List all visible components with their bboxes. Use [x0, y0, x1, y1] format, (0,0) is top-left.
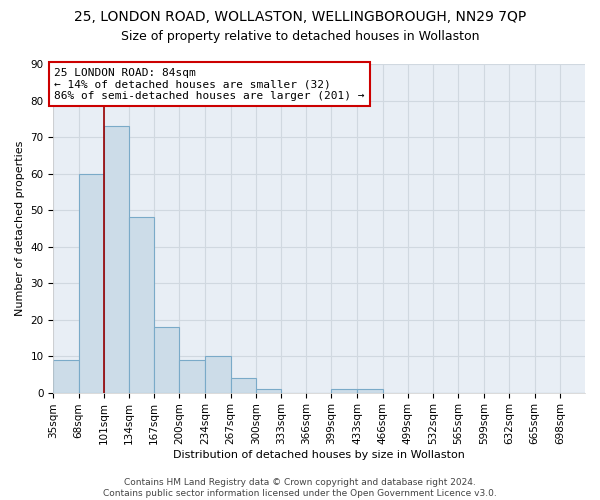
Y-axis label: Number of detached properties: Number of detached properties: [15, 140, 25, 316]
Text: Contains HM Land Registry data © Crown copyright and database right 2024.
Contai: Contains HM Land Registry data © Crown c…: [103, 478, 497, 498]
Bar: [331, 389, 358, 392]
Bar: [358, 389, 383, 392]
Bar: [179, 360, 205, 392]
Text: 25, LONDON ROAD, WOLLASTON, WELLINGBOROUGH, NN29 7QP: 25, LONDON ROAD, WOLLASTON, WELLINGBOROU…: [74, 10, 526, 24]
X-axis label: Distribution of detached houses by size in Wollaston: Distribution of detached houses by size …: [173, 450, 465, 460]
Bar: [129, 218, 154, 392]
Bar: [53, 360, 79, 392]
Bar: [79, 174, 104, 392]
Bar: [256, 389, 281, 392]
Bar: [230, 378, 256, 392]
Bar: [205, 356, 230, 393]
Text: Size of property relative to detached houses in Wollaston: Size of property relative to detached ho…: [121, 30, 479, 43]
Bar: [104, 126, 129, 392]
Text: 25 LONDON ROAD: 84sqm
← 14% of detached houses are smaller (32)
86% of semi-deta: 25 LONDON ROAD: 84sqm ← 14% of detached …: [54, 68, 365, 101]
Bar: [154, 327, 179, 392]
